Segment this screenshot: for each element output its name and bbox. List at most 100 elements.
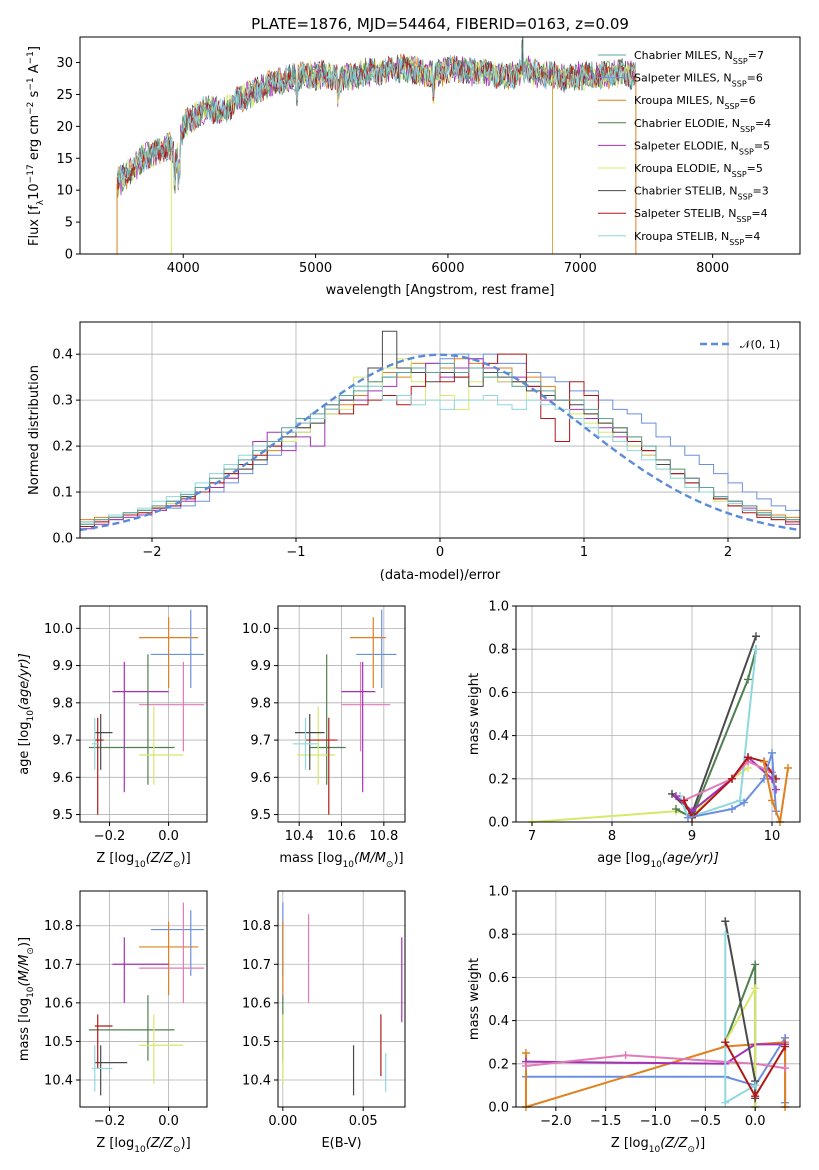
- x-tick-label: 0.0: [158, 1114, 179, 1129]
- mass_vs_z-ylabel-part: mass [log: [17, 998, 32, 1061]
- weight-marker: [781, 1042, 790, 1051]
- weight-marker: [751, 1081, 760, 1090]
- y-tick-label: 15: [56, 152, 73, 167]
- residuals-panel: −2 −1 0 1 2 0.0 0.1 0.2 0.3 0.4 𝒩(0, 1) (data-model…: [27, 321, 801, 583]
- x-tick-label: 7: [528, 829, 536, 844]
- age_vs_z-ylabel-part: (age/yr)]: [17, 653, 32, 710]
- y-tick-label: 0: [65, 248, 73, 263]
- weight-marker: [781, 1064, 790, 1073]
- legend-entry-suffix: =4: [755, 117, 771, 130]
- age_vs_mass-xlabel: mass [log10(M/M⊙)]: [279, 851, 403, 870]
- weight-line-pink: [683, 760, 773, 802]
- weight-marker: [760, 757, 768, 766]
- weight-marker: [751, 960, 760, 969]
- weight-line-pink: [525, 1054, 786, 1070]
- normal-legend-label: 𝒩(0, 1): [740, 338, 780, 351]
- y-tick-label: 9.8: [52, 696, 73, 711]
- y-tick-label: 9.8: [250, 696, 271, 711]
- legend-entry: Kroupa MILES, NSSP=6: [634, 94, 756, 111]
- x-tick-label: −0.5: [690, 1114, 722, 1129]
- y-tick-label: 0.6: [488, 686, 509, 701]
- age_vs_mass-xlabel-part: mass [log: [279, 851, 342, 866]
- legend-entry-label: Chabrier ELODIE, N: [634, 117, 740, 130]
- weight_vs_z-xlabel-part: 10: [649, 1145, 661, 1155]
- spectrum-line-kroupa_stelib: [116, 43, 636, 189]
- legend-entry-suffix: =6: [747, 72, 763, 85]
- weight-marker: [740, 798, 748, 807]
- mass_vs_z-ylabel: mass [log10(M/M⊙)]: [17, 937, 36, 1061]
- legend-entry-sub: SSP: [740, 124, 755, 133]
- weight_vs_age-xlabel-part: (age/yr)]: [662, 851, 719, 866]
- weight-marker: [521, 1061, 530, 1070]
- legend-entry-label: Salpeter STELIB, N: [634, 207, 736, 220]
- y-tick-label: 25: [56, 88, 73, 103]
- y-tick-label: 0.4: [488, 1014, 509, 1029]
- weight-line-salpeter_stelib: [683, 756, 777, 820]
- y-tick-label: 9.5: [52, 808, 73, 823]
- weight-marker: [784, 764, 792, 772]
- x-tick-label: −1.0: [640, 1114, 672, 1129]
- mass_vs_z-xlabel: Z [log10(Z/Z⊙)]: [96, 1136, 190, 1155]
- y-tick-label: 10.8: [242, 919, 271, 934]
- weight_vs_age-ylabel: mass weight: [467, 673, 482, 755]
- x-tick-label: 7000: [564, 261, 597, 276]
- x-tick-label: 10.8: [369, 829, 398, 844]
- weight-marker: [521, 1049, 530, 1057]
- age_vs_z-xlabel-part: 10: [134, 860, 146, 870]
- x-tick-label: 8000: [696, 261, 729, 276]
- y-tick-label: 30: [56, 56, 73, 71]
- weight-marker: [744, 675, 752, 684]
- axes-frame: [79, 605, 208, 823]
- y-tick-label: 0.8: [488, 643, 509, 658]
- legend-entry: Chabrier ELODIE, NSSP=4: [634, 117, 771, 134]
- x-tick-label: 0: [436, 545, 444, 560]
- y-tick-label: 0.4: [52, 348, 73, 363]
- x-tick-label: 4000: [167, 261, 200, 276]
- normal-curve: [80, 353, 800, 532]
- legend-entry: Salpeter ELODIE, NSSP=5: [634, 139, 770, 156]
- weight-line-salpeter_miles: [687, 752, 777, 819]
- weight-marker: [768, 748, 776, 757]
- x-tick-label: 10.4: [285, 829, 314, 844]
- y-tick-label: 10.0: [242, 622, 271, 637]
- weight-marker: [751, 1092, 760, 1101]
- x-tick-label: 1: [580, 545, 588, 560]
- weight-marker: [768, 796, 776, 805]
- spectrum-ylabel-part: Flux [f: [27, 205, 42, 246]
- spectrum-ylabel: Flux [fλ10−17 erg cm−2 s−1 A−1]: [26, 46, 46, 246]
- legend-entry-label: Kroupa ELODIE, N: [634, 162, 732, 175]
- y-tick-label: 9.7: [52, 734, 73, 749]
- age_vs_z-ylabel: age [log10(age/yr)]: [17, 653, 36, 775]
- weight-marker: [721, 917, 730, 926]
- weight-marker: [751, 984, 760, 993]
- spectrum-ylabel-part: λ: [36, 199, 46, 205]
- y-tick-label: 0.8: [488, 928, 509, 943]
- weight-line-kroupa_miles: [763, 761, 789, 822]
- legend-entry-label: Kroupa MILES, N: [634, 94, 724, 107]
- x-tick-label: 8: [608, 829, 616, 844]
- weight_vs_z-xlabel-part: )]: [695, 1136, 705, 1151]
- legend-entry-label: Chabrier STELIB, N: [634, 185, 738, 198]
- weight_vs_age-xlabel-part: 10: [650, 860, 662, 870]
- y-tick-label: 0.0: [488, 1101, 509, 1116]
- y-tick-label: 10.8: [44, 919, 73, 934]
- spectrum-ylabel-part: −17: [26, 164, 36, 183]
- legend-entry-suffix: =4: [744, 230, 760, 243]
- legend-entry-suffix: =4: [751, 207, 767, 220]
- y-tick-label: 9.5: [250, 808, 271, 823]
- age_vs_z-xlabel-part: )]: [181, 851, 191, 866]
- age_vs_z-ylabel-part: 10: [26, 710, 36, 722]
- legend-entry-sub: SSP: [732, 170, 747, 179]
- y-tick-label: 10.4: [44, 1074, 73, 1089]
- mass-vs-z-panel: −0.2 0.010.410.510.610.710.8Z [log10(Z/Z⊙…: [17, 890, 208, 1155]
- weight-line-salpeter_elodie: [525, 1043, 786, 1065]
- mass_vs_ebv-xlabel: E(B-V): [321, 1136, 361, 1151]
- weight-marker: [752, 632, 760, 641]
- y-tick-label: 9.7: [250, 734, 271, 749]
- spectrum-ylabel-part: s: [27, 90, 42, 101]
- legend-entry: Salpeter STELIB, NSSP=4: [634, 207, 768, 224]
- legend-entry-suffix: =6: [739, 94, 755, 107]
- mass_vs_z-ylabel-part: ⊙: [26, 947, 36, 955]
- y-tick-label: 9.9: [250, 659, 271, 674]
